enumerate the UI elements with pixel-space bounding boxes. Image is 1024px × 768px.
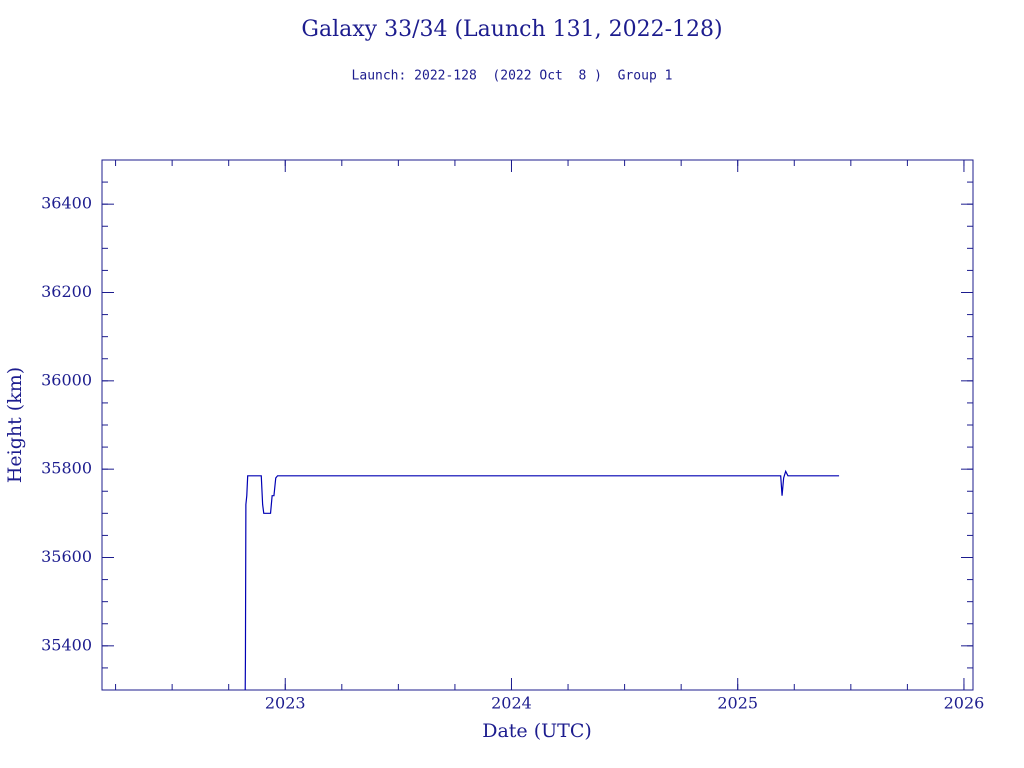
y-tick-label: 35800 — [41, 459, 92, 478]
x-tick-label: 2023 — [265, 694, 306, 713]
x-tick-label: 2024 — [491, 694, 532, 713]
chart-subtitle: Launch: 2022-128 (2022 Oct 8 ) Group 1 — [352, 69, 673, 84]
y-tick-label: 36000 — [41, 370, 92, 389]
x-tick-label: 2026 — [944, 694, 985, 713]
x-tick-label: 2025 — [717, 694, 758, 713]
chart-title: Galaxy 33/34 (Launch 131, 2022-128) — [301, 17, 722, 42]
data-line — [244, 469, 840, 691]
plot-frame — [101, 159, 974, 691]
y-tick-label: 35400 — [41, 635, 92, 654]
y-tick-label: 35600 — [41, 547, 92, 566]
x-axis-label: Date (UTC) — [482, 720, 592, 742]
y-tick-label: 36400 — [41, 194, 92, 213]
y-axis-label: Height (km) — [4, 367, 26, 483]
y-tick-label: 36200 — [41, 282, 92, 301]
